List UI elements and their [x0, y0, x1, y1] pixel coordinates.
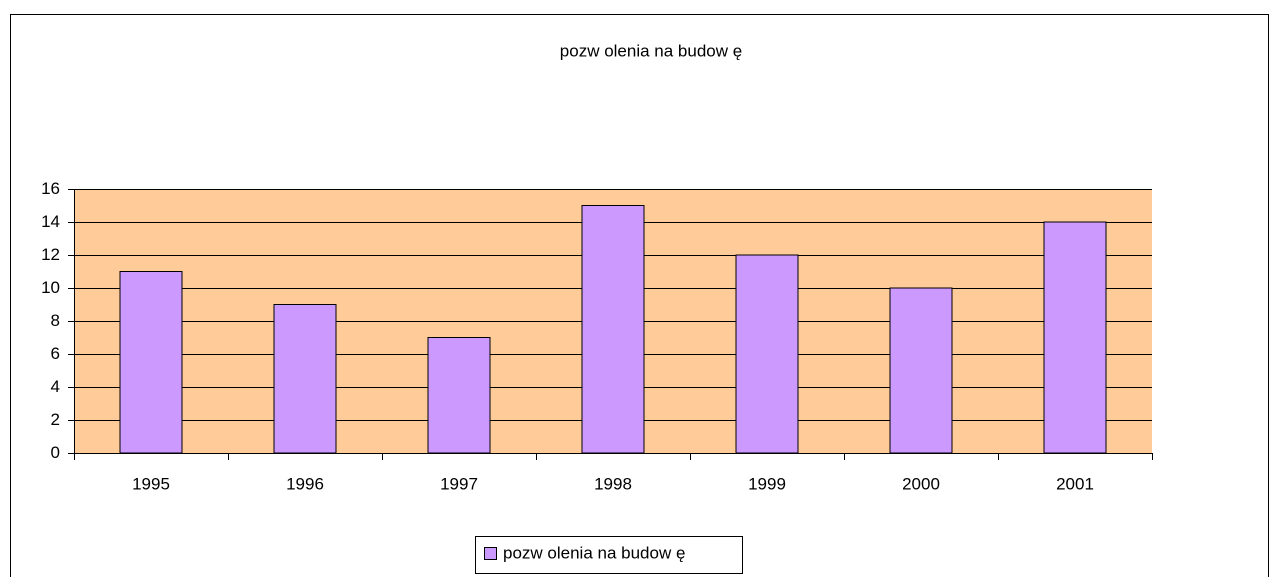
y-tick-label: 4 — [51, 377, 60, 396]
y-tick-label: 0 — [51, 443, 60, 462]
bar — [1043, 221, 1107, 454]
chart-title: pozw olenia na budow ę — [560, 41, 742, 60]
y-tick-label: 12 — [41, 245, 60, 264]
x-tick-label: 2000 — [902, 474, 940, 493]
bar — [889, 287, 953, 454]
bar — [427, 337, 491, 454]
x-tick-label: 1999 — [748, 474, 786, 493]
y-tick-label: 16 — [41, 179, 60, 198]
y-tick-label: 10 — [41, 278, 60, 297]
legend-label: pozw olenia na budow ę — [503, 543, 685, 562]
x-tick-label: 1996 — [286, 474, 324, 493]
bar — [581, 205, 645, 454]
x-tick-label: 1995 — [132, 474, 170, 493]
legend-swatch — [484, 547, 497, 560]
x-tick-label: 1997 — [440, 474, 478, 493]
legend-box — [475, 536, 743, 574]
x-tick-label: 2001 — [1056, 474, 1094, 493]
y-tick-label: 6 — [51, 344, 60, 363]
bar — [735, 254, 799, 454]
y-tick-label: 8 — [51, 311, 60, 330]
x-tick-label: 1998 — [594, 474, 632, 493]
bar — [119, 271, 183, 454]
y-tick-label: 14 — [41, 212, 60, 231]
bar — [273, 304, 337, 454]
y-tick-label: 2 — [51, 410, 60, 429]
